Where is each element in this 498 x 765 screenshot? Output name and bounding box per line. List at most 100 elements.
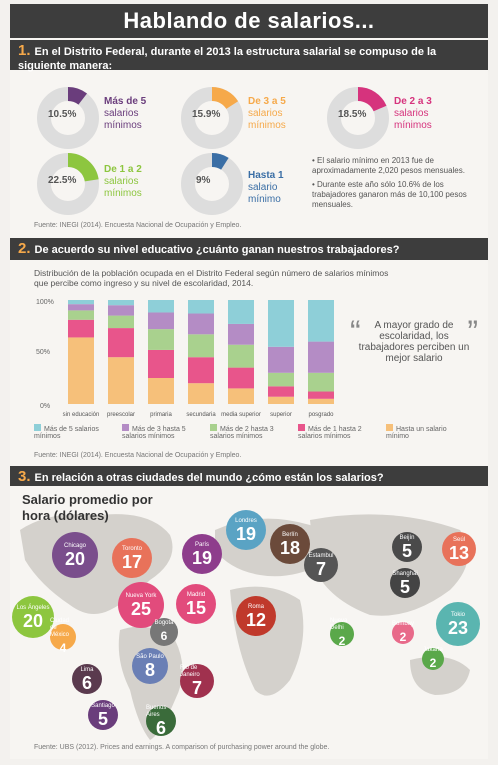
- bar-4-series-2: [228, 345, 254, 368]
- x-tick-label-5: superior: [270, 412, 292, 418]
- legend-label-1: Más de 3 hasta 5 salarios mínimos: [122, 426, 186, 440]
- close-quote-icon: ”: [467, 314, 478, 351]
- bar-2-series-0: [148, 378, 174, 404]
- donut-5-value: 9%: [196, 175, 210, 187]
- donut-2-value: 15.9%: [192, 109, 220, 121]
- bar-3-series-4: [188, 300, 214, 314]
- salary-note-1: • El salario mínimo en 2013 fue de aprox…: [312, 156, 482, 176]
- bar-5-series-4: [268, 300, 294, 347]
- bar-3-series-2: [188, 334, 214, 357]
- city-name-22: Bombay: [392, 621, 414, 628]
- legend-label-3: Más de 1 hasta 2 salarios mínimos: [298, 426, 362, 440]
- city-value-22: 2: [400, 628, 407, 646]
- donut-5-label: Hasta 1 salario mínimo: [248, 170, 308, 206]
- bar-5-series-2: [268, 373, 294, 387]
- bar-2-series-2: [148, 329, 174, 350]
- page-title: Hablando de salarios...: [10, 4, 488, 38]
- bar-0-series-1: [68, 320, 94, 338]
- city-value-9: 5: [98, 710, 108, 728]
- city-value-15: 12: [246, 611, 266, 629]
- donut-4-label-num: De 1 a 2: [104, 164, 142, 175]
- city-name-10: Buenos Aires: [146, 705, 176, 719]
- city-bubble-1: Toronto 17: [112, 538, 152, 578]
- city-value-20: 23: [448, 619, 468, 637]
- legend-label-4: Hasta un salario mínimo: [386, 426, 447, 440]
- section-2-source: Fuente: INEGI (2014). Encuesta Nacional …: [34, 452, 241, 459]
- x-tick-label-2: primaria: [150, 412, 172, 418]
- city-value-6: 6: [82, 674, 92, 692]
- stacked-bar-chart: 100% 50% 0% sin educación preescolar prima…: [30, 292, 352, 420]
- donut-chart-5: [180, 152, 244, 216]
- section-2-header: 2. De acuerdo su nivel educativo ¿cuánto …: [10, 238, 488, 260]
- city-value-5: 6: [161, 627, 168, 645]
- legend-item-0: Más de 5 salarios mínimos: [34, 424, 118, 440]
- city-bubble-21: Nueva Delhi 2: [330, 622, 354, 646]
- city-bubble-10: Buenos Aires 6: [146, 706, 176, 736]
- quote-text: A mayor grado de escolaridad, los trabaj…: [359, 320, 470, 364]
- city-bubble-23: Jakarta 2: [422, 648, 444, 670]
- city-value-1: 17: [122, 553, 142, 571]
- city-bubble-8: Rio de Janeiro 7: [180, 664, 214, 698]
- city-value-18: 13: [449, 544, 469, 562]
- city-name-23: Jakarta: [423, 647, 443, 654]
- section-1-title: En el Distrito Federal, durante el 2013 …: [18, 46, 436, 72]
- donut-1-label-text: salarios mínimos: [104, 108, 142, 131]
- bar-3-series-0: [188, 383, 214, 404]
- bar-0-series-4: [68, 300, 94, 304]
- bar-4-series-0: [228, 388, 254, 404]
- city-value-11: 19: [236, 525, 256, 543]
- chart-legend: Más de 5 salarios mínimos Más de 3 hasta …: [34, 424, 474, 440]
- city-value-0: 20: [65, 550, 85, 568]
- city-bubble-11: Londres 19: [226, 510, 266, 550]
- city-name-21: Nueva Delhi: [330, 618, 354, 632]
- section-1-source: Fuente: INEGI (2014). Encuesta Nacional …: [34, 222, 241, 229]
- bar-6-series-1: [308, 392, 334, 399]
- x-tick-label-1: preescolar: [107, 412, 135, 418]
- bar-3-series-1: [188, 357, 214, 383]
- bar-6-series-3: [308, 342, 334, 373]
- city-bubble-16: Estambul 7: [304, 548, 338, 582]
- donut-1-label-num: Más de 5: [104, 96, 146, 107]
- legend-item-3: Más de 1 hasta 2 salarios mínimos: [298, 424, 382, 440]
- bar-4-series-3: [228, 324, 254, 345]
- salary-note-2: • Durante este año sólo 10.6% de los tra…: [312, 180, 482, 210]
- x-tick-label-6: posgrado: [308, 412, 334, 418]
- legend-item-1: Más de 3 hasta 5 salarios mínimos: [122, 424, 206, 440]
- salary-notes: • El salario mínimo en 2013 fue de aprox…: [312, 156, 482, 210]
- x-tick-label-3: secundaria: [186, 412, 216, 418]
- city-value-23: 2: [430, 654, 437, 672]
- city-bubble-12: París 19: [182, 534, 222, 574]
- city-bubble-9: Santiago 5: [88, 700, 118, 730]
- bar-1-series-2: [108, 316, 134, 328]
- donut-1-label: Más de 5 salarios mínimos: [104, 96, 164, 132]
- section-2-title: De acuerdo su nivel educativo ¿cuánto ga…: [35, 244, 400, 256]
- map-title: Salario promedio por hora (dólares): [22, 492, 162, 524]
- city-bubble-19: Shanghái 5: [390, 568, 420, 598]
- bar-6-series-2: [308, 373, 334, 392]
- city-name-5: Bogotá: [154, 620, 173, 627]
- donut-4-label: De 1 a 2 salarios mínimos: [104, 164, 164, 200]
- bar-1-series-0: [108, 357, 134, 404]
- city-value-10: 6: [156, 719, 166, 737]
- legend-swatch-0: [34, 424, 41, 431]
- salary-note-2-text: Durante este año sólo 10.6% de los traba…: [312, 180, 467, 209]
- city-bubble-22: Bombay 2: [392, 622, 414, 644]
- city-bubble-20: Tokio 23: [436, 602, 480, 646]
- section-3-source: Fuente: UBS (2012). Prices and earnings.…: [34, 744, 329, 751]
- city-bubble-4: Ciudad de México 4: [50, 624, 76, 650]
- bar-6-series-4: [308, 300, 334, 342]
- city-value-4: 4: [60, 639, 67, 657]
- chart-title: Distribución de la población ocupada en …: [34, 268, 394, 288]
- donut-3-label-num: De 2 a 3: [394, 96, 432, 107]
- legend-swatch-4: [386, 424, 393, 431]
- city-bubble-13: Berlín 18: [270, 524, 310, 564]
- x-tick-label-4: media superior: [221, 412, 261, 418]
- city-value-21: 2: [339, 632, 346, 650]
- city-value-14: 15: [186, 599, 206, 617]
- city-bubble-15: Roma 12: [236, 596, 276, 636]
- education-quote: “ A mayor grado de escolaridad, los trab…: [356, 320, 472, 364]
- bar-1-series-3: [108, 305, 134, 315]
- city-name-8: Rio de Janeiro: [180, 665, 214, 679]
- city-name-4: Ciudad de México: [50, 618, 76, 639]
- section-1-header: 1. En el Distrito Federal, durante el 201…: [10, 40, 488, 70]
